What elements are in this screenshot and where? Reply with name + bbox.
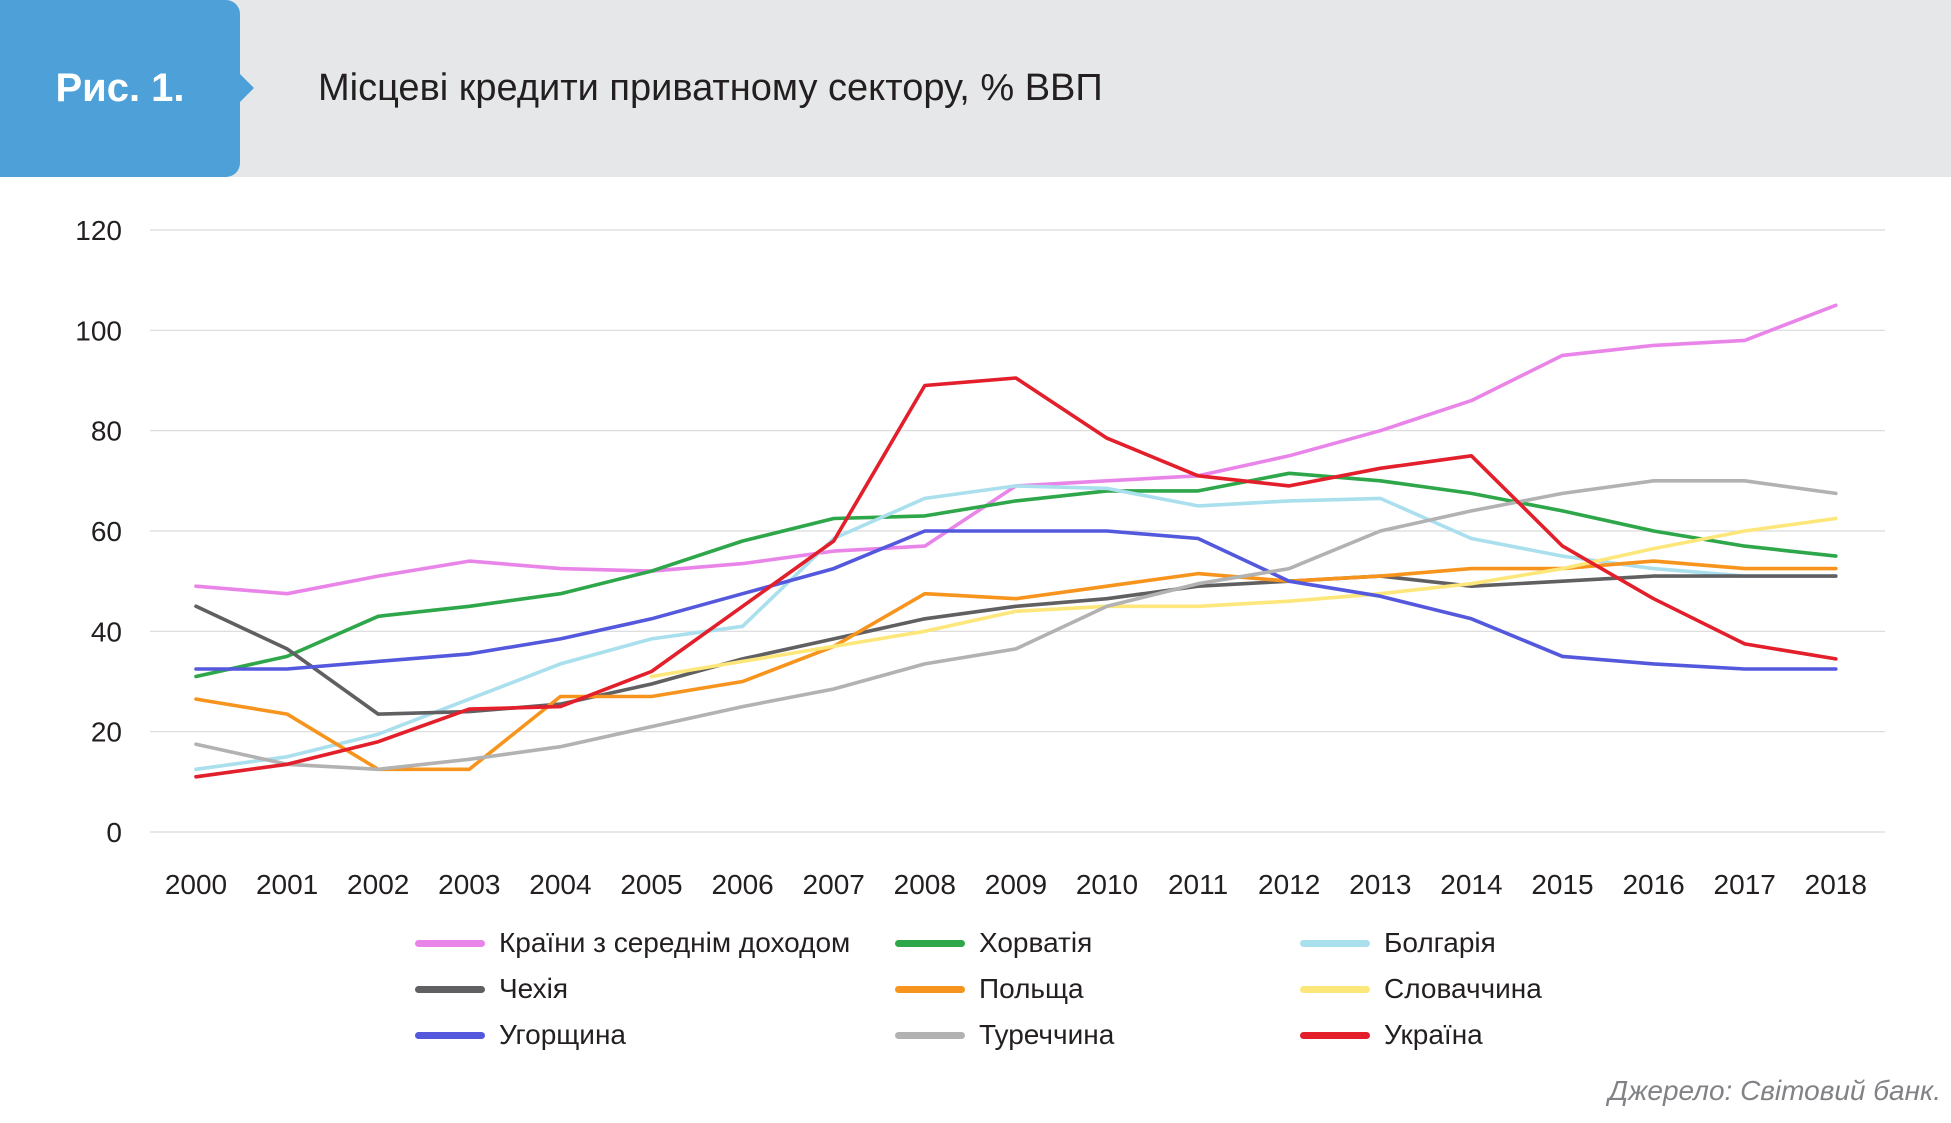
x-tick-label: 2014 <box>1440 869 1502 900</box>
series-line-3 <box>194 484 1838 772</box>
legend-item: Країни з середнім доходом <box>415 925 850 961</box>
x-tick-label: 2011 <box>1168 869 1228 900</box>
y-tick-label: 40 <box>91 616 122 647</box>
legend-label: Словаччина <box>1384 973 1542 1004</box>
legend-swatch <box>895 1031 965 1039</box>
x-tick-label: 2010 <box>1076 869 1138 900</box>
x-tick-label: 2007 <box>803 869 865 900</box>
x-axis-ticks: 2000 2001 2002 2003 2004 2005 2006 2007 2008 2009… <box>165 869 1867 900</box>
y-tick-label: 0 <box>106 817 122 848</box>
legend-item: Польща <box>895 971 1084 1007</box>
source-note: Джерело: Світовий банк. <box>1608 1075 1941 1106</box>
legend-item: Угорщина <box>415 1017 626 1053</box>
x-tick-label: 2016 <box>1622 869 1684 900</box>
series-line-5 <box>194 559 1838 772</box>
legend-label: Чехія <box>499 973 569 1004</box>
y-axis-ticks: 0 20 40 60 80 100 120 <box>75 215 122 848</box>
legend-label: Туреччина <box>979 1019 1115 1050</box>
legend-label: Польща <box>979 973 1084 1004</box>
y-tick-label: 100 <box>75 315 122 346</box>
legend-swatch <box>415 939 485 947</box>
x-tick-label: 2018 <box>1805 869 1867 900</box>
x-tick-label: 2006 <box>711 869 773 900</box>
legend-swatch <box>415 1031 485 1039</box>
x-tick-label: 2008 <box>894 869 956 900</box>
line-chart: 0 20 40 60 80 100 120 2000 2001 2002 2003 2004 2005… <box>75 215 1885 900</box>
x-tick-label: 2001 <box>256 869 318 900</box>
x-tick-label: 2002 <box>347 869 409 900</box>
legend-label: Країни з середнім доходом <box>499 927 851 958</box>
x-tick-label: 2005 <box>620 869 682 900</box>
legend-swatch <box>895 985 965 993</box>
x-tick-label: 2013 <box>1349 869 1411 900</box>
legend-label: Хорватія <box>979 927 1093 958</box>
series-line-4 <box>194 574 1838 716</box>
legend-swatch <box>1300 985 1370 993</box>
y-tick-label: 20 <box>91 717 122 748</box>
series-line-7 <box>194 529 1838 671</box>
legend-swatch <box>1300 1031 1370 1039</box>
figure-tab <box>0 0 254 177</box>
legend-label: Україна <box>1384 1019 1483 1050</box>
series-line-6 <box>649 516 1838 679</box>
series-line-2 <box>194 471 1838 679</box>
legend-item: Словаччина <box>1300 971 1542 1007</box>
x-tick-label: 2009 <box>985 869 1047 900</box>
legend-item: Болгарія <box>1300 925 1496 961</box>
chart-title: Місцеві кредити приватному сектору, % ВВ… <box>318 67 1103 109</box>
gridlines <box>150 229 1885 833</box>
legend: Країни з середнім доходом Хорватія Болгарі… <box>415 925 1615 1075</box>
legend-label: Болгарія <box>1384 927 1496 958</box>
figure-header: Рис. 1. Місцеві кредити приватному секто… <box>0 0 1951 177</box>
x-tick-label: 2017 <box>1714 869 1776 900</box>
y-tick-label: 120 <box>75 215 122 246</box>
legend-item: Чехія <box>415 971 568 1007</box>
legend-swatch <box>1300 939 1370 947</box>
legend-item: Україна <box>1300 1017 1483 1053</box>
x-tick-label: 2015 <box>1531 869 1593 900</box>
series-line-9 <box>194 376 1838 779</box>
x-tick-label: 2000 <box>165 869 227 900</box>
series-line-8 <box>194 479 1838 772</box>
legend-swatch <box>895 939 965 947</box>
x-tick-label: 2004 <box>529 869 591 900</box>
figure-label: Рис. 1. <box>55 66 185 110</box>
y-tick-label: 60 <box>91 516 122 547</box>
x-tick-label: 2012 <box>1258 869 1320 900</box>
legend-swatch <box>415 985 485 993</box>
series-lines <box>194 303 1838 779</box>
series-line-1 <box>194 303 1838 596</box>
legend-item: Хорватія <box>895 925 1092 961</box>
legend-label: Угорщина <box>499 1019 626 1050</box>
y-tick-label: 80 <box>91 416 122 447</box>
legend-item: Туреччина <box>895 1017 1114 1053</box>
x-tick-label: 2003 <box>438 869 500 900</box>
